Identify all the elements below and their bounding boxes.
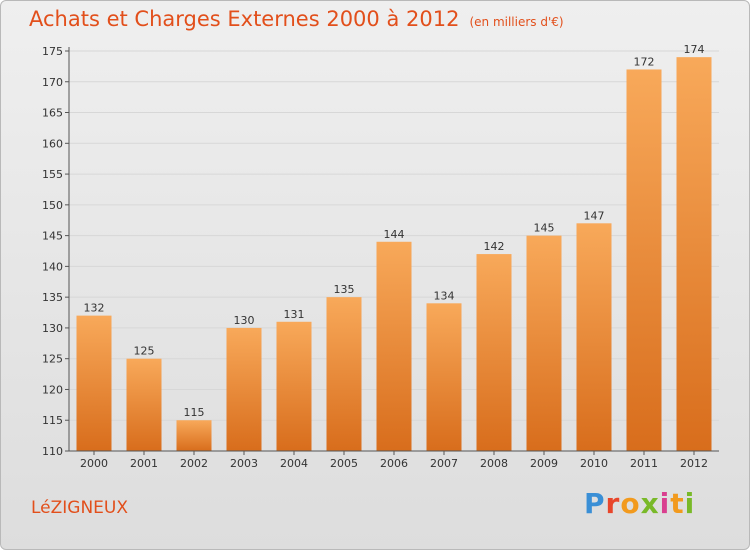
y-tick-label: 115 (42, 414, 63, 427)
x-tick-label: 2000 (80, 457, 108, 470)
bar-value-label: 147 (584, 209, 605, 222)
bar-value-label: 132 (84, 302, 105, 315)
logo-letter: i (684, 487, 696, 520)
x-tick-label: 2011 (630, 457, 658, 470)
bar (476, 254, 512, 451)
x-tick-label: 2007 (430, 457, 458, 470)
logo-letter: t (670, 487, 685, 520)
bars: 132 125 115 130 131 135 144 134 142 145 147 172 174 (76, 43, 712, 452)
x-tick-label: 2012 (680, 457, 708, 470)
bar (526, 235, 562, 451)
bar (676, 57, 712, 452)
chart-unit: (en milliers d'€) (469, 15, 564, 29)
chart-title-text: Achats et Charges Externes 2000 à 2012 (29, 7, 460, 31)
bar-value-label: 144 (384, 228, 405, 241)
bar-value-label: 131 (284, 308, 305, 321)
x-tick-label: 2010 (580, 457, 608, 470)
y-tick-label: 155 (42, 168, 63, 181)
axes: 110 115 120 125 130 135 140 145 150 155 160 165 170 1… (42, 45, 719, 470)
logo-letter: o (620, 487, 641, 520)
logo-letter: P (584, 487, 606, 520)
y-tick-label: 130 (42, 322, 63, 335)
y-tick-label: 145 (42, 230, 63, 243)
x-tick-label: 2002 (180, 457, 208, 470)
bar-value-label: 172 (634, 55, 655, 68)
bar-value-label: 130 (234, 314, 255, 327)
x-tick-label: 2009 (530, 457, 558, 470)
bar (376, 241, 412, 451)
x-tick-label: 2005 (330, 457, 358, 470)
logo-letter: i (659, 487, 671, 520)
y-tick-label: 175 (42, 45, 63, 58)
bar-value-label: 145 (534, 222, 555, 235)
y-tick-label: 165 (42, 107, 63, 120)
bar (326, 297, 362, 451)
x-tick-label: 2006 (380, 457, 408, 470)
bar (226, 327, 262, 451)
bar-value-label: 134 (434, 289, 455, 302)
y-tick-label: 160 (42, 137, 63, 150)
bar (176, 420, 212, 451)
y-tick-label: 140 (42, 260, 63, 273)
proxiti-logo: Proxiti (584, 487, 695, 520)
y-tick-label: 125 (42, 353, 63, 366)
logo-letter: r (605, 487, 621, 520)
y-tick-label: 170 (42, 76, 63, 89)
bar (426, 303, 462, 451)
y-tick-label: 120 (42, 383, 63, 396)
bar-value-label: 142 (484, 240, 505, 253)
logo-letter: x (640, 487, 660, 520)
chart-title: Achats et Charges Externes 2000 à 2012 (e… (29, 7, 564, 31)
commune-name: LéZIGNEUX (31, 498, 129, 518)
bar-value-label: 174 (684, 43, 705, 56)
y-tick-label: 150 (42, 199, 63, 212)
bar-value-label: 135 (334, 283, 355, 296)
bar-value-label: 115 (184, 406, 205, 419)
bar (626, 69, 662, 451)
y-tick-label: 110 (42, 445, 63, 458)
bar-value-label: 125 (134, 345, 155, 358)
x-tick-label: 2004 (280, 457, 308, 470)
y-tick-label: 135 (42, 291, 63, 304)
bar (276, 321, 312, 451)
bar (126, 358, 162, 451)
x-tick-label: 2008 (480, 457, 508, 470)
bar (576, 223, 612, 451)
x-tick-label: 2003 (230, 457, 258, 470)
x-tick-label: 2001 (130, 457, 158, 470)
bar (76, 315, 112, 451)
